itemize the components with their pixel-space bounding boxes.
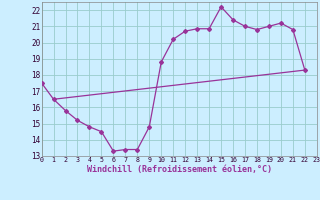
X-axis label: Windchill (Refroidissement éolien,°C): Windchill (Refroidissement éolien,°C) xyxy=(87,165,272,174)
